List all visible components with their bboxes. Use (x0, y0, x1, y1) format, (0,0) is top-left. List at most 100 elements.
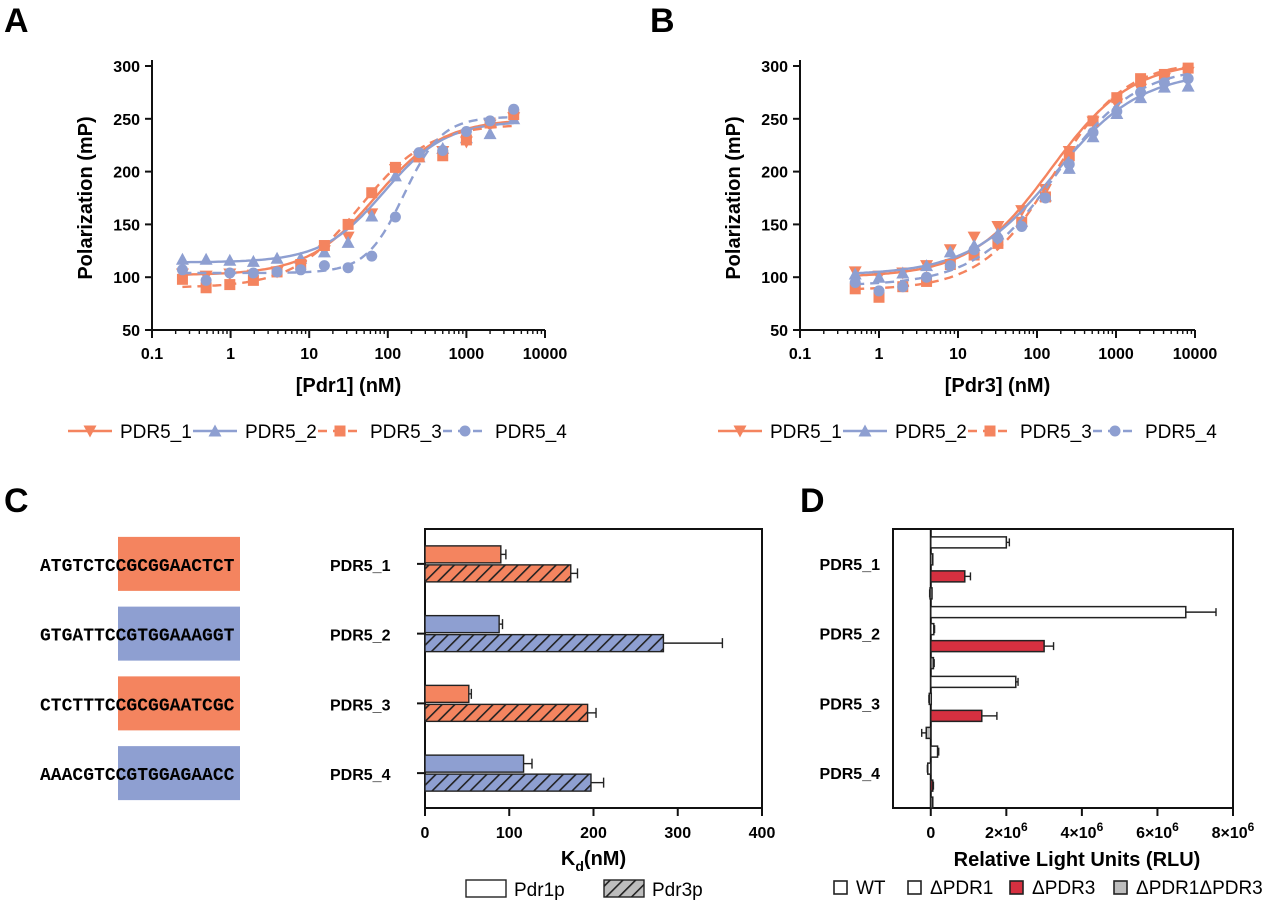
data-point-PDR5_2 (848, 267, 862, 280)
x-axis-title-sub: d (575, 858, 584, 874)
x-tick-label: 6×106 (1136, 820, 1179, 842)
bar-Pdr3p-PDR5_2 (424, 633, 665, 653)
x-tick-base: 6×10 (1136, 825, 1172, 842)
legend-item-PDR5_1: PDR5_1 (68, 422, 192, 443)
data-point-PDR5_2 (896, 266, 910, 279)
legend-label: PDR5_4 (1145, 422, 1217, 443)
sequence-highlight (118, 676, 240, 731)
legend-marker (208, 424, 222, 437)
x-tick-label: 100 (1024, 346, 1051, 363)
data-point-PDR5_4 (897, 281, 909, 293)
series-PDR5_4 (849, 72, 1194, 297)
bar-ΔPDR1-PDR5_4 (927, 762, 932, 775)
x-tick-label: 4×106 (1061, 820, 1104, 842)
category-label: PDR5_1 (330, 558, 391, 575)
x-tick-label: 100 (374, 346, 401, 363)
data-point-PDR5_4 (271, 266, 283, 278)
x-axis-title: [Pdr3] (nM) (945, 375, 1051, 397)
row-PDR5_3: CTCTTTCCGCGGAATCGC PDR5_3 (40, 676, 597, 731)
sequence-flank-3: ACTCT (180, 557, 234, 577)
legend-item-PDR5_4: PDR5_4 (443, 422, 567, 443)
panel-a: A 50 100 150 200 250 300 0.1 1 10 100 1000 10000 [Pdr… (4, 2, 567, 443)
data-point-PDR5_4 (849, 276, 861, 288)
legend-label: PDR5_1 (120, 422, 192, 443)
data-point-PDR5_4 (247, 267, 259, 279)
data-point-PDR5_4 (1063, 158, 1075, 170)
category-label: PDR5_4 (820, 766, 881, 783)
row-PDR5_2: GTGATTCCGTGGAAAGGT PDR5_2 (40, 606, 724, 661)
y-tick-label: 300 (113, 59, 140, 76)
row-PDR5_4: PDR5_4 (820, 745, 940, 809)
bar-ΔPDR1ΔPDR3-PDR5_3 (925, 726, 932, 740)
bar-WT-PDR5_3 (930, 675, 1017, 689)
data-point-PDR5_4 (366, 250, 378, 262)
data-point-PDR5_4 (1039, 192, 1051, 204)
x-axis-title-k: K (561, 848, 576, 870)
legend-swatch (1113, 880, 1128, 895)
y-axis-title: Polarization (mP) (723, 116, 745, 279)
x-axis-title: Relative Light Units (RLU) (954, 849, 1201, 871)
panel-label-c: C (4, 482, 29, 520)
x-tick-exp: 6 (1021, 820, 1028, 834)
legend-item-PDR5_3: PDR5_3 (968, 422, 1092, 443)
x-tick-label: 1000 (449, 346, 485, 363)
sequence-core: TCCGCGGA (94, 696, 181, 716)
data-point-PDR5_3 (849, 283, 861, 295)
sequence-flank-5: ATGTC (40, 557, 94, 577)
legend-marker (459, 425, 471, 437)
row-PDR5_1: ATGTCTCCGCGGAACTCT PDR5_1 (40, 536, 579, 591)
data-point-PDR5_4 (1087, 127, 1099, 139)
x-tick-label: 0.1 (789, 346, 811, 363)
legend-label: ΔPDR1 (930, 878, 993, 899)
legend-item-PDR5_2: PDR5_2 (193, 422, 317, 443)
x-tick-exp: 6 (1172, 820, 1179, 834)
bar-Pdr3p-PDR5_4 (424, 773, 592, 792)
category-label: PDR5_3 (330, 697, 391, 714)
x-tick-base: 2×10 (985, 825, 1021, 842)
data-point-PDR5_4 (342, 262, 354, 274)
sequence-flank-3: ATCGC (180, 696, 234, 716)
data-point-PDR5_2 (483, 127, 497, 140)
data-point-PDR5_3 (1063, 150, 1075, 162)
legend-label: PDR5_1 (770, 422, 842, 443)
data-point-PDR5_2 (365, 209, 379, 222)
data-point-PDR5_2 (388, 169, 402, 182)
bar-Pdr1p-PDR5_2 (424, 614, 500, 634)
data-point-PDR5_2 (1181, 79, 1195, 92)
data-point-PDR5_4 (1111, 105, 1123, 117)
legend-label: Pdr1p (514, 880, 565, 901)
data-point-PDR5_4 (992, 232, 1004, 244)
panel-label-b: B (650, 2, 675, 40)
data-point-PDR5_3 (1158, 68, 1170, 80)
x-tick-label: 8×106 (1212, 820, 1255, 842)
data-point-PDR5_4 (318, 260, 330, 272)
data-point-PDR5_4 (921, 271, 933, 283)
data-point-PDR5_4 (1016, 221, 1028, 233)
x-tick-label: 1 (226, 346, 235, 363)
legend-label: ΔPDR1ΔPDR3 (1136, 878, 1263, 899)
data-point-PDR5_4 (484, 115, 496, 127)
data-point-PDR5_4 (389, 211, 401, 223)
legend-item-PDR5_2: PDR5_2 (843, 422, 967, 443)
x-axis-title-unit: (nM) (584, 848, 626, 870)
legend-swatch (465, 879, 507, 898)
legend-swatch (907, 880, 922, 895)
x-tick-exp: 6 (1097, 820, 1104, 834)
data-point-PDR5_2 (943, 245, 957, 258)
legend-item-ΔPDR1ΔPDR3: ΔPDR1ΔPDR3 (1113, 878, 1263, 899)
legend-marker (1109, 425, 1121, 437)
data-point-PDR5_2 (223, 253, 237, 266)
legend-label: PDR5_2 (895, 422, 967, 443)
data-point-PDR5_3 (1111, 92, 1123, 104)
sequence-core: TCCGTGGA (94, 766, 181, 786)
data-point-PDR5_1 (991, 221, 1005, 234)
data-point-PDR5_3 (200, 282, 212, 294)
data-point-PDR5_2 (175, 252, 189, 265)
data-point-PDR5_3 (460, 134, 472, 146)
bar-ΔPDR3-PDR5_1 (930, 570, 966, 583)
x-tick-label: 100 (496, 825, 523, 842)
y-tick-label: 150 (113, 217, 140, 234)
data-point-PDR5_4 (1135, 86, 1147, 98)
